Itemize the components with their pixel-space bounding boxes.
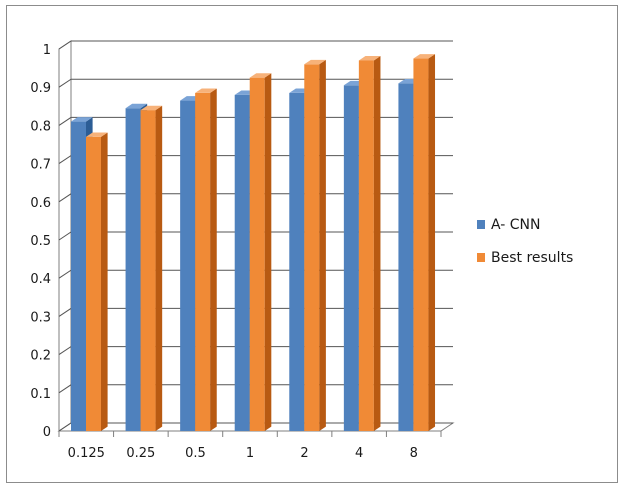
bar	[249, 77, 265, 432]
y-tick-label: 0.5	[30, 234, 51, 249]
bar	[86, 136, 101, 432]
bar-top	[140, 105, 163, 111]
bar	[304, 64, 320, 431]
legend-swatch	[477, 220, 485, 229]
bar	[358, 60, 374, 432]
bar-top	[413, 54, 436, 59]
bar	[125, 108, 141, 432]
x-tick-label: 2	[300, 446, 308, 461]
bars	[71, 54, 436, 432]
bar-top	[304, 59, 326, 65]
bar-top	[249, 73, 272, 78]
x-tick-label: 0.5	[185, 446, 206, 461]
x-tick-label: 0.25	[126, 446, 155, 461]
x-tick-label: 4	[355, 446, 363, 461]
legend-swatch	[477, 253, 485, 262]
y-axis-ticks: 0 0.1 0.2 0.3 0.4 0.5 0.6 0.7 0.8 0.9 1	[30, 43, 51, 440]
bar-chart: 00.10.20.30.40.50.60.70.80.91 0.125 0.25 0…	[30, 40, 573, 461]
chart-frame: 0 0.1 0.2 0.3 0.4 0.5 0.6 0.7 0.8 0.9 1 0.125 0.25 0…	[6, 5, 618, 483]
y-tick-label: 0.4	[30, 272, 51, 287]
y-tick-label: 0.9	[30, 81, 51, 96]
bar-top	[358, 56, 381, 61]
bar	[180, 100, 196, 431]
legend: A- CNN Best results	[477, 217, 573, 266]
bar	[195, 92, 211, 432]
legend-label: Best results	[491, 250, 573, 266]
bar-side	[373, 56, 381, 432]
y-tick-label: 0	[43, 425, 51, 440]
gridline	[58, 40, 453, 50]
bar-top	[71, 117, 93, 122]
x-tick-label: 1	[246, 446, 254, 461]
y-tick-label: 0.6	[30, 196, 51, 211]
bar-side	[101, 132, 108, 431]
y-tick-label: 0.1	[30, 387, 51, 402]
bar-side	[155, 105, 163, 431]
bar-side	[428, 54, 436, 432]
bar	[343, 85, 359, 431]
bar	[234, 94, 250, 431]
y-tick-label: 0.8	[30, 119, 51, 134]
x-tick-label: 8	[410, 446, 418, 461]
y-tick-label: 1	[43, 43, 51, 58]
bar-top	[125, 103, 148, 109]
x-tick-label: 0.125	[68, 446, 105, 461]
legend-label: A- CNN	[491, 217, 541, 233]
y-tick-label: 0.7	[30, 158, 51, 173]
x-axis-ticks: 0.125 0.25 0.5 1 2 4 8	[58, 431, 442, 461]
bar	[413, 58, 429, 432]
bar	[398, 83, 414, 431]
bar-top	[86, 132, 108, 137]
bar-top	[195, 88, 217, 93]
bar-side	[319, 59, 326, 431]
y-tick-label: 0.2	[30, 349, 51, 364]
y-tick-label: 0.3	[30, 310, 51, 325]
bar	[71, 121, 86, 431]
bar-side	[264, 73, 272, 431]
bar	[289, 92, 305, 432]
bar-side	[210, 88, 217, 431]
bar	[140, 110, 156, 432]
